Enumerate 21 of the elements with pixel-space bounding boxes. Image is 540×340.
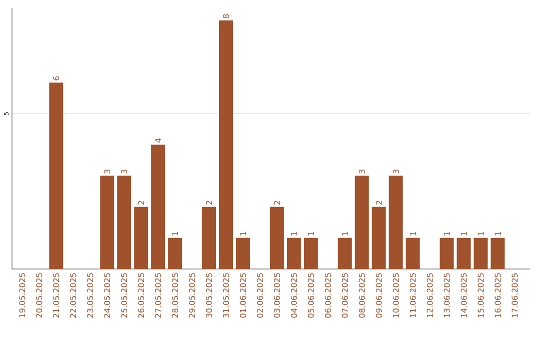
bar [218,20,233,269]
bar [440,238,454,269]
bar [49,82,64,269]
bar [474,238,488,269]
bar [338,238,352,269]
bar [388,176,403,269]
bar [456,238,471,269]
bar [236,238,250,269]
bar [151,144,166,269]
bar [304,238,318,269]
bar [406,238,420,269]
bar [134,206,148,269]
bar [202,206,216,269]
bar [490,238,505,269]
bar [168,238,182,269]
bar [270,206,284,269]
bar [100,176,114,269]
bar [117,176,132,269]
bar [354,176,369,269]
bar [372,206,386,269]
bar [286,238,301,269]
